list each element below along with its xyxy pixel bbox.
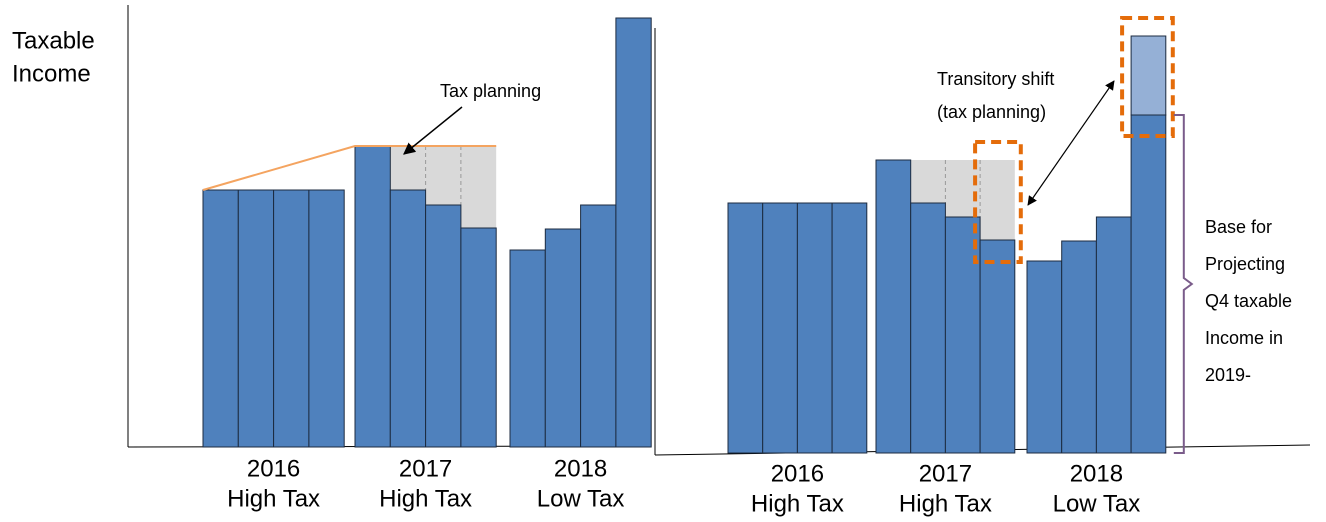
annotation: (tax planning) bbox=[937, 102, 1046, 122]
bar bbox=[831, 202, 868, 454]
bar bbox=[202, 189, 239, 448]
brace-label: Q4 taxable bbox=[1205, 291, 1292, 311]
annotation: Transitory shift bbox=[937, 69, 1054, 89]
shift-bar bbox=[1130, 35, 1167, 116]
bar bbox=[875, 159, 912, 454]
bar bbox=[796, 202, 833, 454]
y-label: Taxable bbox=[12, 27, 95, 54]
trend-line bbox=[202, 145, 497, 191]
highlight-box bbox=[1120, 16, 1175, 138]
group-label: High Tax bbox=[899, 490, 992, 517]
bar bbox=[615, 17, 652, 448]
bar bbox=[910, 202, 946, 454]
bar bbox=[460, 227, 497, 448]
group-label: Low Tax bbox=[537, 485, 625, 512]
group-year: 2016 bbox=[771, 460, 824, 487]
planning-gap bbox=[910, 160, 946, 203]
planning-gap bbox=[390, 146, 426, 190]
brace bbox=[1173, 114, 1194, 454]
group-year: 2017 bbox=[399, 455, 452, 482]
planning-gap bbox=[425, 146, 461, 205]
group-label: High Tax bbox=[379, 485, 472, 512]
bar bbox=[727, 202, 764, 454]
group-year: 2017 bbox=[919, 460, 972, 487]
bar bbox=[979, 239, 1016, 454]
group-year: 2018 bbox=[1070, 460, 1123, 487]
bar bbox=[1095, 216, 1132, 454]
arrow bbox=[403, 106, 463, 155]
brace-label: Base for bbox=[1205, 217, 1272, 237]
group-label: High Tax bbox=[227, 485, 320, 512]
planning-gap bbox=[980, 160, 1015, 240]
brace-label: Projecting bbox=[1205, 254, 1285, 274]
brace-label: 2019- bbox=[1205, 365, 1251, 385]
bar bbox=[509, 249, 546, 448]
annotation: Tax planning bbox=[440, 81, 541, 101]
bar bbox=[944, 216, 981, 454]
planning-gap bbox=[460, 146, 497, 228]
bar bbox=[1130, 114, 1167, 454]
arrow bbox=[1027, 80, 1115, 206]
bar bbox=[1061, 240, 1097, 454]
bar bbox=[425, 204, 462, 448]
brace-label: Income in bbox=[1205, 328, 1283, 348]
group-year: 2016 bbox=[247, 455, 300, 482]
bar bbox=[308, 189, 345, 448]
bar bbox=[237, 189, 275, 448]
y-label: Income bbox=[12, 60, 91, 87]
group-year: 2018 bbox=[554, 455, 607, 482]
bar bbox=[544, 228, 582, 448]
bar bbox=[273, 189, 310, 448]
group-label: High Tax bbox=[751, 490, 844, 517]
bar bbox=[580, 204, 617, 448]
bar bbox=[354, 145, 391, 448]
bar bbox=[1026, 260, 1063, 454]
group-label: Low Tax bbox=[1053, 490, 1141, 517]
highlight-box bbox=[973, 140, 1023, 264]
bar bbox=[389, 189, 427, 448]
bar bbox=[762, 202, 798, 454]
